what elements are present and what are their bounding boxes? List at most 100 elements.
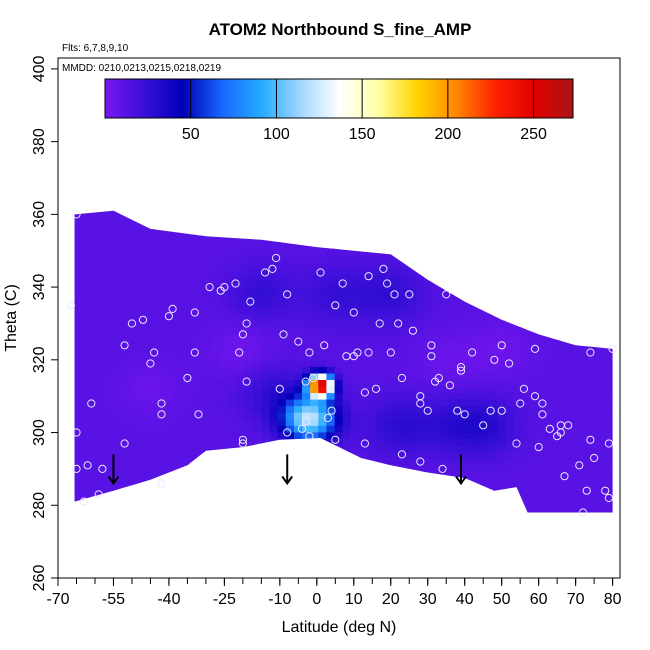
y-tick-label: 320 xyxy=(31,346,48,373)
heatmap-cell xyxy=(212,327,222,335)
heatmap-cell xyxy=(82,431,92,439)
heatmap-cell xyxy=(505,340,515,348)
heatmap-cell xyxy=(131,255,140,263)
heatmap-cell xyxy=(399,431,409,439)
heatmap-cell xyxy=(318,333,327,341)
heatmap-cell xyxy=(489,392,498,400)
heatmap-cell xyxy=(586,255,596,263)
heatmap-cell xyxy=(245,320,254,328)
heatmap-cell xyxy=(489,300,498,308)
heatmap-cell xyxy=(163,431,173,439)
heatmap-cell xyxy=(342,327,352,335)
heatmap-cell xyxy=(489,431,498,439)
heatmap-cell xyxy=(334,333,344,341)
heatmap-cell xyxy=(415,235,425,243)
heatmap-cell xyxy=(131,490,140,498)
heatmap-cell xyxy=(228,464,238,472)
heatmap-cell xyxy=(90,372,100,380)
heatmap-cell xyxy=(537,255,547,263)
heatmap-cell xyxy=(415,418,425,426)
heatmap-cell xyxy=(285,503,295,511)
heatmap-cell xyxy=(586,215,596,223)
heatmap-cell xyxy=(261,405,271,413)
heatmap-cell xyxy=(180,392,189,400)
heatmap-cell xyxy=(375,490,384,498)
heatmap-cell xyxy=(148,196,157,203)
heatmap-cell xyxy=(82,340,92,348)
heatmap-cell xyxy=(204,300,214,308)
heatmap-cell xyxy=(285,386,295,394)
heatmap-cell xyxy=(375,248,384,256)
heatmap-cell xyxy=(277,438,287,446)
heatmap-cell xyxy=(302,471,311,479)
heatmap-cell xyxy=(74,510,83,513)
heatmap-cell xyxy=(155,228,165,236)
heatmap-cell xyxy=(277,320,287,328)
heatmap-cell xyxy=(359,228,368,236)
heatmap-cell xyxy=(424,248,433,256)
heatmap-cell xyxy=(497,464,506,472)
heatmap-cell xyxy=(171,274,181,282)
heatmap-cell xyxy=(529,503,539,511)
heatmap-cell xyxy=(594,510,604,513)
heatmap-cell xyxy=(269,444,279,452)
heatmap-cell xyxy=(367,418,376,426)
heatmap-cell xyxy=(212,379,222,387)
heatmap-cell xyxy=(196,261,205,269)
heatmap-cell xyxy=(529,458,539,466)
heatmap-cell xyxy=(310,274,319,282)
heatmap-cell xyxy=(310,255,319,263)
heatmap-cell xyxy=(98,490,108,498)
heatmap-cell xyxy=(505,346,515,354)
heatmap-cell xyxy=(521,222,531,230)
heatmap-cell xyxy=(74,471,75,479)
heatmap-cell xyxy=(180,242,189,250)
heatmap-cell xyxy=(399,300,409,308)
heatmap-cell xyxy=(529,425,539,433)
heatmap-cell xyxy=(147,412,157,420)
heatmap-cell xyxy=(155,510,165,513)
heatmap-cell xyxy=(554,359,563,367)
heatmap-cell xyxy=(277,418,287,426)
heatmap-cell xyxy=(180,418,189,426)
heatmap-cell xyxy=(481,444,490,452)
heatmap-cell xyxy=(253,333,262,341)
heatmap-cell xyxy=(603,242,612,250)
heatmap-cell xyxy=(237,412,246,420)
sample-point xyxy=(394,319,403,328)
heatmap-cell xyxy=(318,451,327,459)
heatmap-cell xyxy=(302,203,311,210)
heatmap-cell xyxy=(383,490,393,498)
heatmap-cell xyxy=(383,510,393,513)
heatmap-cell xyxy=(98,477,108,485)
heatmap-cell xyxy=(131,215,140,223)
heatmap-cell xyxy=(163,327,173,335)
heatmap-cell xyxy=(106,222,116,230)
heatmap-cell xyxy=(554,210,563,217)
heatmap-cell xyxy=(594,372,604,380)
heatmap-cell xyxy=(424,497,433,505)
heatmap-cell xyxy=(513,307,523,315)
heatmap-cell xyxy=(407,228,417,236)
heatmap-cell xyxy=(603,235,612,243)
heatmap-cell xyxy=(513,261,523,269)
heatmap-cell xyxy=(318,392,327,400)
heatmap-cell xyxy=(611,359,613,367)
heatmap-cell xyxy=(546,444,555,452)
heatmap-cell xyxy=(90,458,100,466)
heatmap-cell xyxy=(58,308,67,315)
heatmap-cell xyxy=(131,222,140,230)
heatmap-cell xyxy=(212,300,222,308)
heatmap-cell xyxy=(180,379,189,387)
heatmap-cell xyxy=(74,458,75,466)
heatmap-cell xyxy=(204,458,214,466)
heatmap-cell xyxy=(163,235,173,243)
heatmap-cell xyxy=(213,196,222,203)
heatmap-cell xyxy=(204,346,214,354)
heatmap-cell xyxy=(147,372,157,380)
heatmap-cell xyxy=(440,261,449,269)
heatmap-cell xyxy=(302,484,311,492)
flights-label: Flts: 6,7,8,9,10 xyxy=(62,43,129,54)
heatmap-cell xyxy=(472,307,482,315)
sample-point xyxy=(146,359,155,368)
